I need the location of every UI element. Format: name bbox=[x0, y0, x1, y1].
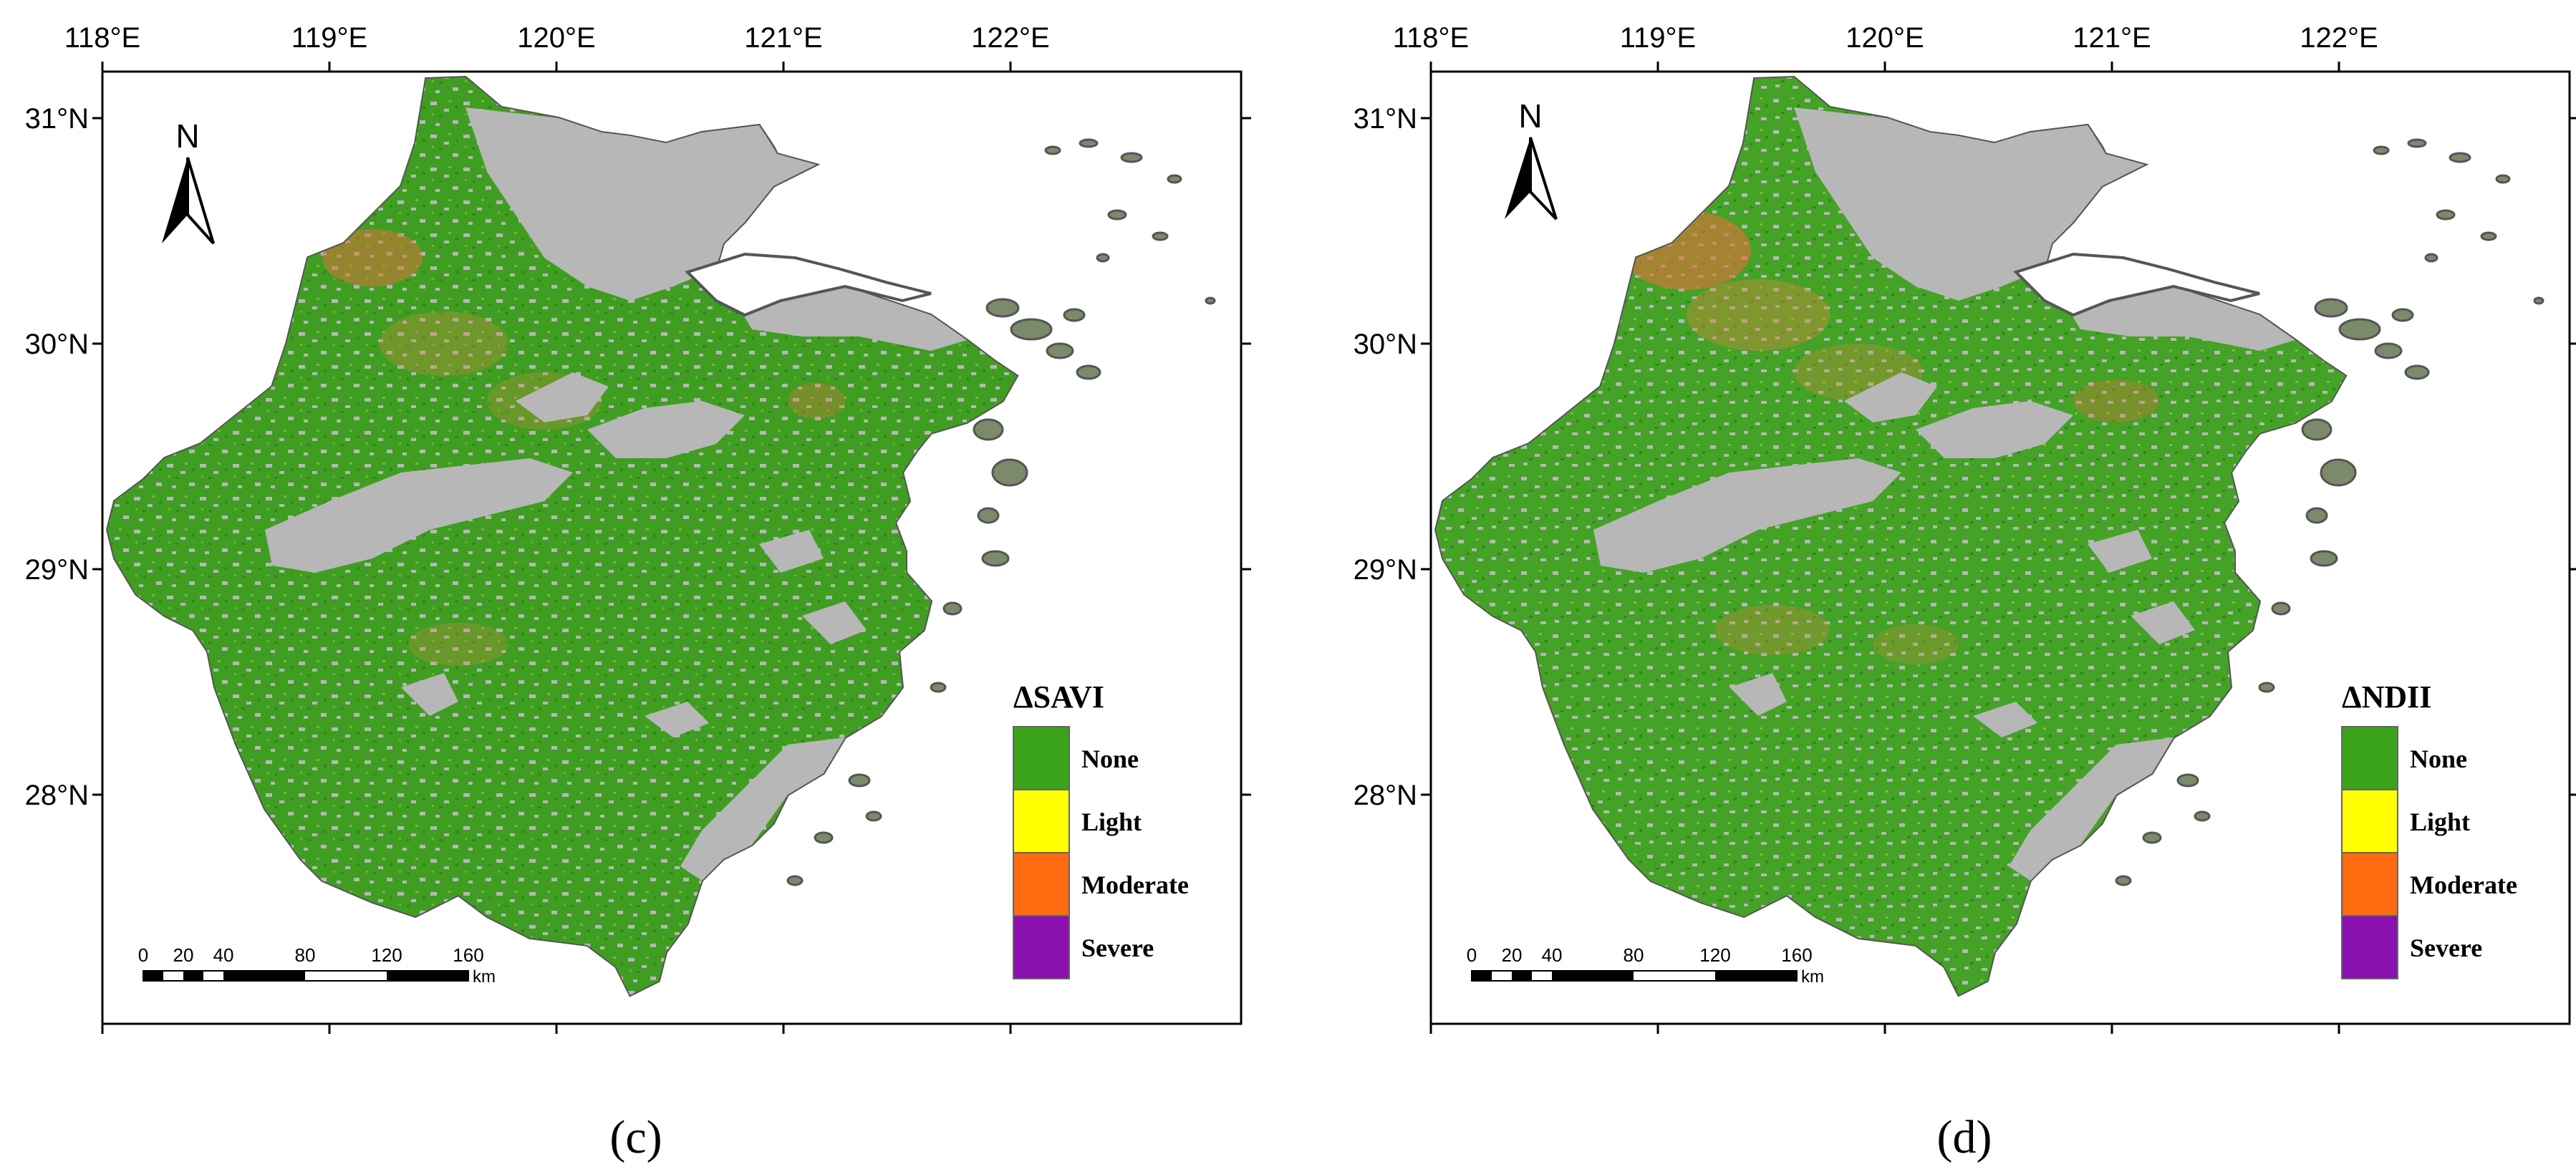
lon-label: 120°E bbox=[1846, 22, 1924, 54]
legend-label-none: None bbox=[1081, 745, 1139, 773]
legend-swatch-moderate bbox=[1013, 852, 1070, 916]
lon-label: 118°E bbox=[64, 22, 140, 54]
legend: ΔNDII None Light Moderate Severe bbox=[2341, 679, 2517, 979]
north-arrow: N bbox=[162, 117, 215, 245]
legend-label-severe: Severe bbox=[2410, 934, 2482, 962]
lat-label: 28°N bbox=[25, 780, 89, 811]
scale-tick-label: 120 bbox=[371, 944, 402, 966]
lon-label: 121°E bbox=[744, 22, 822, 54]
scale-unit: km bbox=[1801, 967, 1824, 987]
lat-label: 29°N bbox=[1354, 554, 1417, 586]
legend-swatch-light bbox=[1013, 789, 1070, 853]
lat-label: 31°N bbox=[25, 103, 89, 135]
north-label: N bbox=[175, 117, 199, 155]
north-label: N bbox=[1518, 97, 1542, 135]
lon-label: 121°E bbox=[2073, 22, 2151, 54]
lon-label: 118°E bbox=[1393, 22, 1469, 54]
panel-caption-c: (c) bbox=[609, 1111, 662, 1163]
top-longitude-axis: 118°E 119°E 120°E 121°E 122°E bbox=[1393, 22, 2378, 72]
scale-bar: 0 20 40 80 120 160 km bbox=[138, 944, 496, 987]
panel-caption-d: (d) bbox=[1937, 1111, 1992, 1163]
scale-tick-label: 40 bbox=[213, 944, 234, 966]
legend-label-moderate: Moderate bbox=[1081, 871, 1189, 899]
north-arrow: N bbox=[1505, 97, 1558, 221]
map-panel-d: 118°E 119°E 120°E 121°E 122°E 31°N 30°N … bbox=[1354, 22, 2576, 1163]
scale-bar: 0 20 40 80 120 160 km bbox=[1467, 944, 1824, 987]
bottom-longitude-ticks bbox=[101, 1024, 1012, 1034]
legend-swatch-moderate bbox=[2341, 852, 2398, 916]
bottom-longitude-ticks bbox=[1429, 1024, 2340, 1034]
right-latitude-ticks bbox=[1241, 117, 1251, 796]
legend: ΔSAVI None Light Moderate Severe bbox=[1013, 679, 1189, 979]
right-latitude-ticks bbox=[2570, 117, 2576, 796]
scale-tick-label: 160 bbox=[1781, 944, 1812, 966]
legend-label-severe: Severe bbox=[1081, 934, 1154, 962]
left-latitude-axis: 31°N 30°N 29°N 28°N bbox=[1354, 103, 1431, 811]
scale-tick-label: 120 bbox=[1699, 944, 1730, 966]
scale-tick-label: 0 bbox=[138, 944, 148, 966]
legend-label-light: Light bbox=[2410, 808, 2470, 836]
lat-label: 29°N bbox=[25, 554, 89, 586]
scale-tick-label: 20 bbox=[1502, 944, 1523, 966]
legend-title: ΔNDII bbox=[2342, 679, 2431, 715]
scale-tick-label: 20 bbox=[173, 944, 194, 966]
legend-title: ΔSAVI bbox=[1013, 679, 1104, 715]
lon-label: 122°E bbox=[971, 22, 1049, 54]
lon-label: 119°E bbox=[291, 22, 367, 54]
legend-label-moderate: Moderate bbox=[2410, 871, 2517, 899]
lat-label: 28°N bbox=[1354, 780, 1417, 811]
scale-tick-label: 160 bbox=[453, 944, 483, 966]
scale-tick-label: 80 bbox=[295, 944, 316, 966]
legend-swatch-none bbox=[1013, 726, 1070, 790]
scale-tick-label: 40 bbox=[1542, 944, 1563, 966]
lat-label: 31°N bbox=[1354, 103, 1417, 135]
legend-swatch-severe bbox=[2341, 915, 2398, 979]
scale-tick-label: 0 bbox=[1467, 944, 1477, 966]
legend-label-light: Light bbox=[1081, 808, 1142, 836]
lat-label: 30°N bbox=[25, 329, 89, 360]
map-panel-c: 118°E 119°E 120°E 121°E 122°E 31°N 30°N … bbox=[25, 22, 1251, 1163]
legend-swatch-severe bbox=[1013, 915, 1070, 979]
legend-swatch-light bbox=[2341, 789, 2398, 853]
scale-unit: km bbox=[473, 967, 496, 987]
legend-label-none: None bbox=[2410, 745, 2467, 773]
lon-label: 120°E bbox=[517, 22, 595, 54]
scale-tick-label: 80 bbox=[1624, 944, 1644, 966]
lon-label: 119°E bbox=[1620, 22, 1696, 54]
left-latitude-axis: 31°N 30°N 29°N 28°N bbox=[25, 103, 102, 811]
lat-label: 30°N bbox=[1354, 329, 1417, 360]
lon-label: 122°E bbox=[2300, 22, 2378, 54]
top-longitude-axis: 118°E 119°E 120°E 121°E 122°E bbox=[64, 22, 1050, 72]
legend-swatch-none bbox=[2341, 726, 2398, 790]
